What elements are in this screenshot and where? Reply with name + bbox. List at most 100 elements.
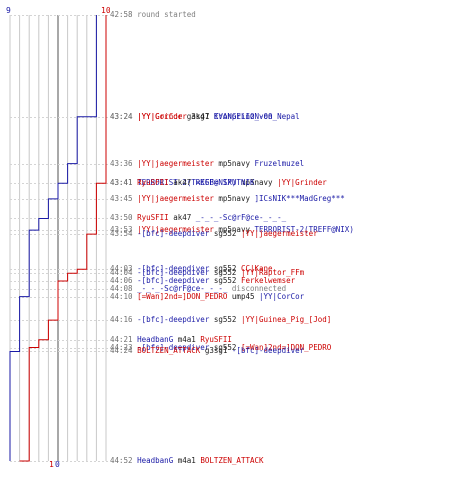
killer-name: BOLTZEN_ATTACK: [137, 346, 201, 355]
weapon-name: sg552: [213, 343, 237, 352]
event-message: round started: [137, 10, 196, 19]
victim-name: |YY|CorCor: [259, 292, 305, 301]
killer-name: RyuSFII: [137, 178, 169, 187]
victim-name: ]ICsNIK***MadGreg***: [254, 194, 345, 203]
event-time: 44:52: [110, 456, 133, 465]
killer-name: -[bfc]-deepdiver: [137, 343, 210, 352]
log-row: 44:16 -[bfc]-deepdiver sg552 |YY|Guinea_…: [110, 315, 331, 324]
event-time: 44:03: [110, 264, 133, 273]
weapon-name: sg552: [213, 268, 237, 277]
event-time: 43:54: [110, 229, 133, 238]
victim-name: |YY|Grinder: [277, 178, 327, 187]
victim-name: CC|Kane: [240, 264, 273, 273]
scale-bottom-left: 1: [49, 460, 54, 469]
weapon-name: m4a1: [177, 456, 196, 465]
victim-name: |YY|jaegermeister: [240, 229, 318, 238]
event-time: 44:04: [110, 268, 133, 277]
log-row: 44:24 BOLTZEN_ATTACK g3sg1 -[bfc]-deepdi…: [110, 346, 304, 355]
victim-name: =KGB= SPUTNIK: [195, 178, 255, 187]
blue-team-alive-line: [9, 15, 97, 461]
event-time: 44:23: [110, 343, 133, 352]
killer-name: -[bfc]-deepdiver: [137, 276, 210, 285]
victim-name: _-_-_-Sc@rF@ce-_-_-_: [195, 213, 287, 222]
scale-top-left: 9: [6, 6, 11, 15]
killer-name: |YY|jaegermeister: [137, 194, 214, 203]
log-row: 43:45 |YY|jaegermeister mp5navy ]ICsNIK*…: [110, 194, 345, 203]
event-time: 42:58: [110, 10, 133, 19]
event-log: 42:58 round started 43:24 |YY|Grinder ak4…: [110, 0, 450, 500]
killer-name: RyuSFII: [137, 213, 169, 222]
event-time: 44:06: [110, 276, 133, 285]
victim-name: BOLTZEN_ATTACK: [200, 456, 264, 465]
weapon-name: g3sg1: [186, 112, 210, 121]
log-row: 43:54 -[bfc]-deepdiver sg552 |YY|jaegerm…: [110, 229, 318, 238]
event-time: 44:10: [110, 292, 133, 301]
victim-name: TERRORIST-2(TREFF@NIX): [254, 225, 354, 234]
red-team-alive-line: [19, 15, 107, 462]
event-time: 43:50: [110, 213, 133, 222]
killer-name: -[bfc]-deepdiver: [137, 315, 210, 324]
weapon-name: m4a1: [177, 335, 196, 344]
event-time: 43:53: [110, 225, 133, 234]
event-time: 43:36: [110, 159, 133, 168]
weapon-name: g3sg1: [204, 346, 228, 355]
killer-name: |YY|jaegermeister: [137, 225, 214, 234]
weapon-name: sg552: [213, 276, 237, 285]
event-time: 43:24: [110, 112, 133, 121]
weapon-name: sg552: [213, 229, 237, 238]
log-row: 43:41 RyuSFII ak47 =KGB= SPUTNIK: [110, 178, 255, 187]
weapon-name: sg552: [213, 264, 237, 273]
grid-lines: [9, 15, 107, 461]
log-row: 43:41 TERRORIST-2(TREFF@NIX) mp5navy |YY…: [110, 178, 327, 187]
player-name: _-_-_-Sc@rF@ce-_-_-_: [137, 284, 228, 293]
log-row: 44:08 _-_-_-Sc@rF@ce-_-_-_ disconnected: [110, 284, 286, 293]
event-time: 43:24: [110, 112, 133, 121]
log-row: 43:24 |YY|CorCor g3sg1 EVANGELION-00: [110, 112, 273, 121]
killer-name: -[bfc]-deepdiver: [137, 229, 210, 238]
killer-name: -[bfc]-deepdiver: [137, 268, 210, 277]
event-time: 44:08: [110, 284, 133, 293]
weapon-name: sg552: [213, 315, 237, 324]
log-row: 44:03 -[bfc]-deepdiver sg552 CC|Kane: [110, 264, 273, 273]
log-row: 44:06 -[bfc]-deepdiver sg552 Ferkelwemse…: [110, 276, 295, 285]
victim-name: Ferkelwemser: [240, 276, 296, 285]
weapon-name: ump45: [231, 292, 255, 301]
log-row: 43:53 |YY|jaegermeister mp5navy TERRORIS…: [110, 225, 354, 234]
event-time: 43:41: [110, 178, 133, 187]
killer-name: |YY|jaegermeister: [137, 159, 214, 168]
log-row: 43:24 |YY|Grinder ak47 Kronprinz_von_Nep…: [110, 112, 300, 121]
killer-name: [=Wan]2nd=]DON_PEDRO: [137, 292, 228, 301]
victim-name: Kronprinz_von_Nepal: [213, 112, 300, 121]
event-time: 44:24: [110, 346, 133, 355]
victim-name: -[bfc]-deepdiver: [231, 346, 305, 355]
log-row: 44:10 [=Wan]2nd=]DON_PEDRO ump45 |YY|Cor…: [110, 292, 304, 301]
weapon-name: mp5navy: [218, 159, 250, 168]
event-time: 44:21: [110, 335, 133, 344]
weapon-name: mp5navy: [218, 194, 250, 203]
log-row: 44:23 -[bfc]-deepdiver sg552 [=Wan]2nd=]…: [110, 343, 331, 352]
alive-timeline: 9 10 1 0: [6, 6, 110, 469]
victim-name: |YY|Guinea_Pig_[Jod]: [240, 315, 332, 324]
weapon-name: mp5navy: [240, 178, 273, 187]
killer-name: |YY|Grinder: [137, 112, 187, 121]
scale-bottom-right: 0: [55, 460, 60, 469]
killer-name: HeadbanG: [137, 456, 174, 465]
weapon-name: ak47: [173, 213, 192, 222]
log-row: 44:04 -[bfc]-deepdiver sg552 |YY|Raptor_…: [110, 268, 304, 277]
killer-name: TERRORIST-2(TREFF@NIX): [137, 178, 237, 187]
killer-name: HeadbanG: [137, 335, 174, 344]
event-time: 43:41: [110, 178, 133, 187]
event-time: 43:45: [110, 194, 133, 203]
log-row: 43:50 RyuSFII ak47 _-_-_-Sc@rF@ce-_-_-_: [110, 213, 286, 222]
log-row: 44:52 HeadbanG m4a1 BOLTZEN_ATTACK: [110, 456, 264, 465]
victim-name: |YY|Raptor_FFm: [240, 268, 305, 277]
log-row: 43:36 |YY|jaegermeister mp5navy Fruzelmu…: [110, 159, 304, 168]
killer-name: |YY|CorCor: [137, 112, 183, 121]
log-row: 44:21 HeadbanG m4a1 RyuSFII: [110, 335, 232, 344]
victim-name: [=Wan]2nd=]DON_PEDRO: [240, 343, 332, 352]
killer-name: -[bfc]-deepdiver: [137, 264, 210, 273]
scale-top-right: 10: [101, 6, 110, 15]
event-message: disconnected: [231, 284, 287, 293]
weapon-name: ak47: [191, 112, 210, 121]
weapon-name: ak47: [173, 178, 192, 187]
